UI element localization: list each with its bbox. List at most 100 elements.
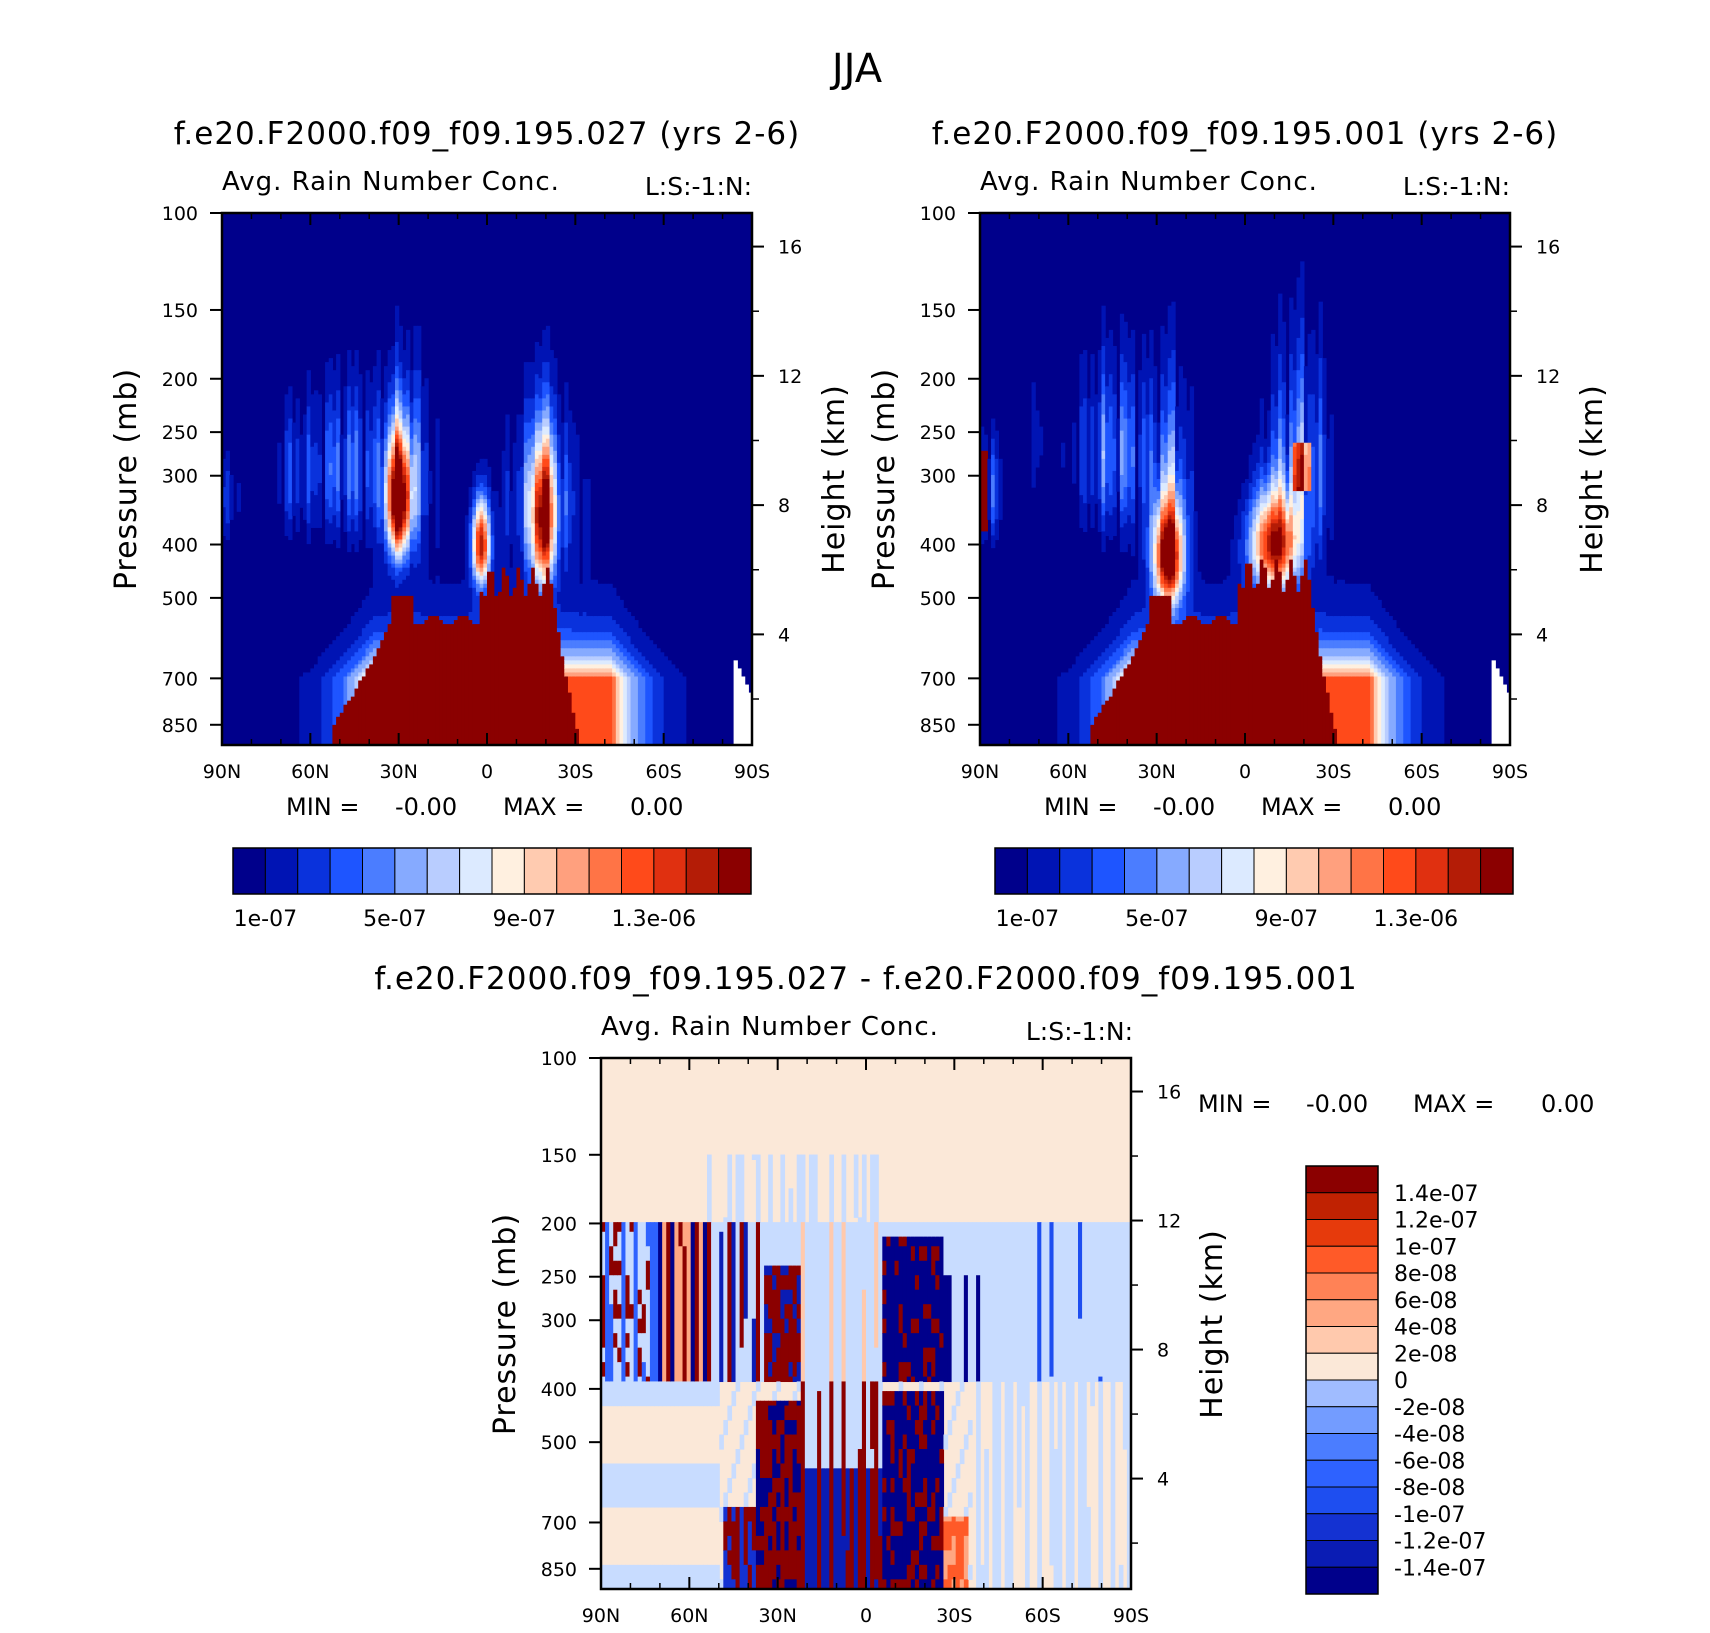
field-cell xyxy=(394,305,400,343)
field-cell xyxy=(545,382,551,395)
field-cell xyxy=(1123,664,1128,670)
field-cell xyxy=(406,491,411,500)
field-cell xyxy=(593,664,599,670)
field-cell xyxy=(387,531,392,541)
panel-2-min-label: MIN = xyxy=(1044,793,1117,821)
field-cell xyxy=(586,632,591,641)
field-cell xyxy=(1373,648,1379,657)
field-cell xyxy=(615,672,621,678)
field-cell xyxy=(575,612,580,633)
field-cell xyxy=(1156,491,1161,500)
field-cell xyxy=(1097,350,1103,404)
field-cell xyxy=(1392,668,1397,678)
field-cell xyxy=(332,487,337,516)
field-cell xyxy=(406,531,411,537)
panel-3-title: f.e20.F2000.f09_f09.195.027 - f.e20.F200… xyxy=(374,961,1357,997)
field-cell xyxy=(1164,515,1169,520)
field-cell xyxy=(487,563,492,573)
field-cell xyxy=(1171,350,1176,383)
field-cell xyxy=(796,1492,802,1537)
field-cell xyxy=(1108,406,1114,496)
field-cell xyxy=(1112,346,1117,395)
field-cell xyxy=(1160,470,1165,484)
field-cell xyxy=(225,450,230,472)
field-cell xyxy=(1267,551,1272,561)
y-tick-label: 700 xyxy=(162,668,198,690)
field-cell xyxy=(1164,462,1169,476)
field-cell xyxy=(1079,495,1084,528)
field-cell xyxy=(1259,495,1264,504)
field-cell xyxy=(501,450,506,569)
field-cell xyxy=(479,503,484,508)
field-cell xyxy=(1359,668,1364,674)
field-cell xyxy=(1164,587,1169,593)
field-cell xyxy=(1318,535,1323,561)
field-cell xyxy=(1311,567,1316,609)
field-cell xyxy=(372,616,378,633)
field-cell xyxy=(1300,402,1305,424)
field-cell xyxy=(845,1222,851,1469)
field-cell xyxy=(784,1420,790,1436)
field-cell xyxy=(394,555,400,561)
field-cell xyxy=(1370,652,1375,661)
field-cell xyxy=(1362,668,1368,674)
field-cell xyxy=(1178,495,1184,508)
field-cell xyxy=(1127,337,1132,383)
field-cell xyxy=(1215,616,1220,745)
field-cell xyxy=(621,1222,627,1383)
y-tick-label: 100 xyxy=(541,1048,577,1070)
field-cell xyxy=(402,535,407,541)
field-cell xyxy=(567,672,573,678)
field-cell xyxy=(796,1463,802,1494)
field-cell xyxy=(747,1521,753,1566)
field-cell xyxy=(1119,354,1125,383)
field-cell xyxy=(306,503,311,524)
colorbar-box xyxy=(718,847,752,895)
field-cell xyxy=(694,1564,700,1589)
field-cell xyxy=(1134,632,1139,641)
field-cell xyxy=(413,454,418,488)
field-cell xyxy=(534,374,540,395)
field-cell xyxy=(1348,668,1353,674)
colorbar-label: -1.4e-07 xyxy=(1394,1556,1486,1581)
field-cell xyxy=(564,664,569,670)
field-cell xyxy=(1171,499,1176,508)
field-cell xyxy=(890,1492,896,1508)
field-cell xyxy=(479,567,484,573)
field-cell xyxy=(487,515,492,524)
field-cell xyxy=(1119,599,1125,629)
field-cell xyxy=(727,1477,733,1494)
field-cell xyxy=(1226,620,1231,745)
field-cell xyxy=(1141,628,1147,633)
field-cell xyxy=(821,1222,826,1469)
field-cell xyxy=(902,1246,908,1334)
field-cell xyxy=(625,1376,631,1407)
field-cell xyxy=(1160,483,1165,492)
field-cell xyxy=(1178,599,1184,609)
field-cell xyxy=(666,1222,671,1383)
field-cell xyxy=(645,660,650,674)
field-cell xyxy=(1167,390,1172,416)
field-cell xyxy=(564,547,569,573)
field-cell xyxy=(328,422,334,464)
field-cell xyxy=(358,672,363,678)
field-cell xyxy=(1340,668,1345,674)
field-cell xyxy=(571,422,576,492)
field-cell xyxy=(1061,1222,1067,1383)
field-cell xyxy=(615,676,621,745)
field-cell xyxy=(387,350,392,383)
field-cell xyxy=(365,410,370,452)
field-cell xyxy=(398,438,403,444)
field-cell xyxy=(1211,583,1217,617)
field-cell xyxy=(549,503,554,528)
field-cell xyxy=(984,1222,989,1383)
field-cell xyxy=(1175,587,1180,593)
field-cell xyxy=(629,1304,635,1320)
field-cell xyxy=(1105,624,1110,649)
field-cell xyxy=(1156,535,1161,545)
field-cell xyxy=(604,583,610,617)
field-cell xyxy=(919,1550,924,1566)
field-cell xyxy=(1270,483,1276,492)
field-cell xyxy=(991,507,996,524)
field-cell xyxy=(354,430,359,500)
